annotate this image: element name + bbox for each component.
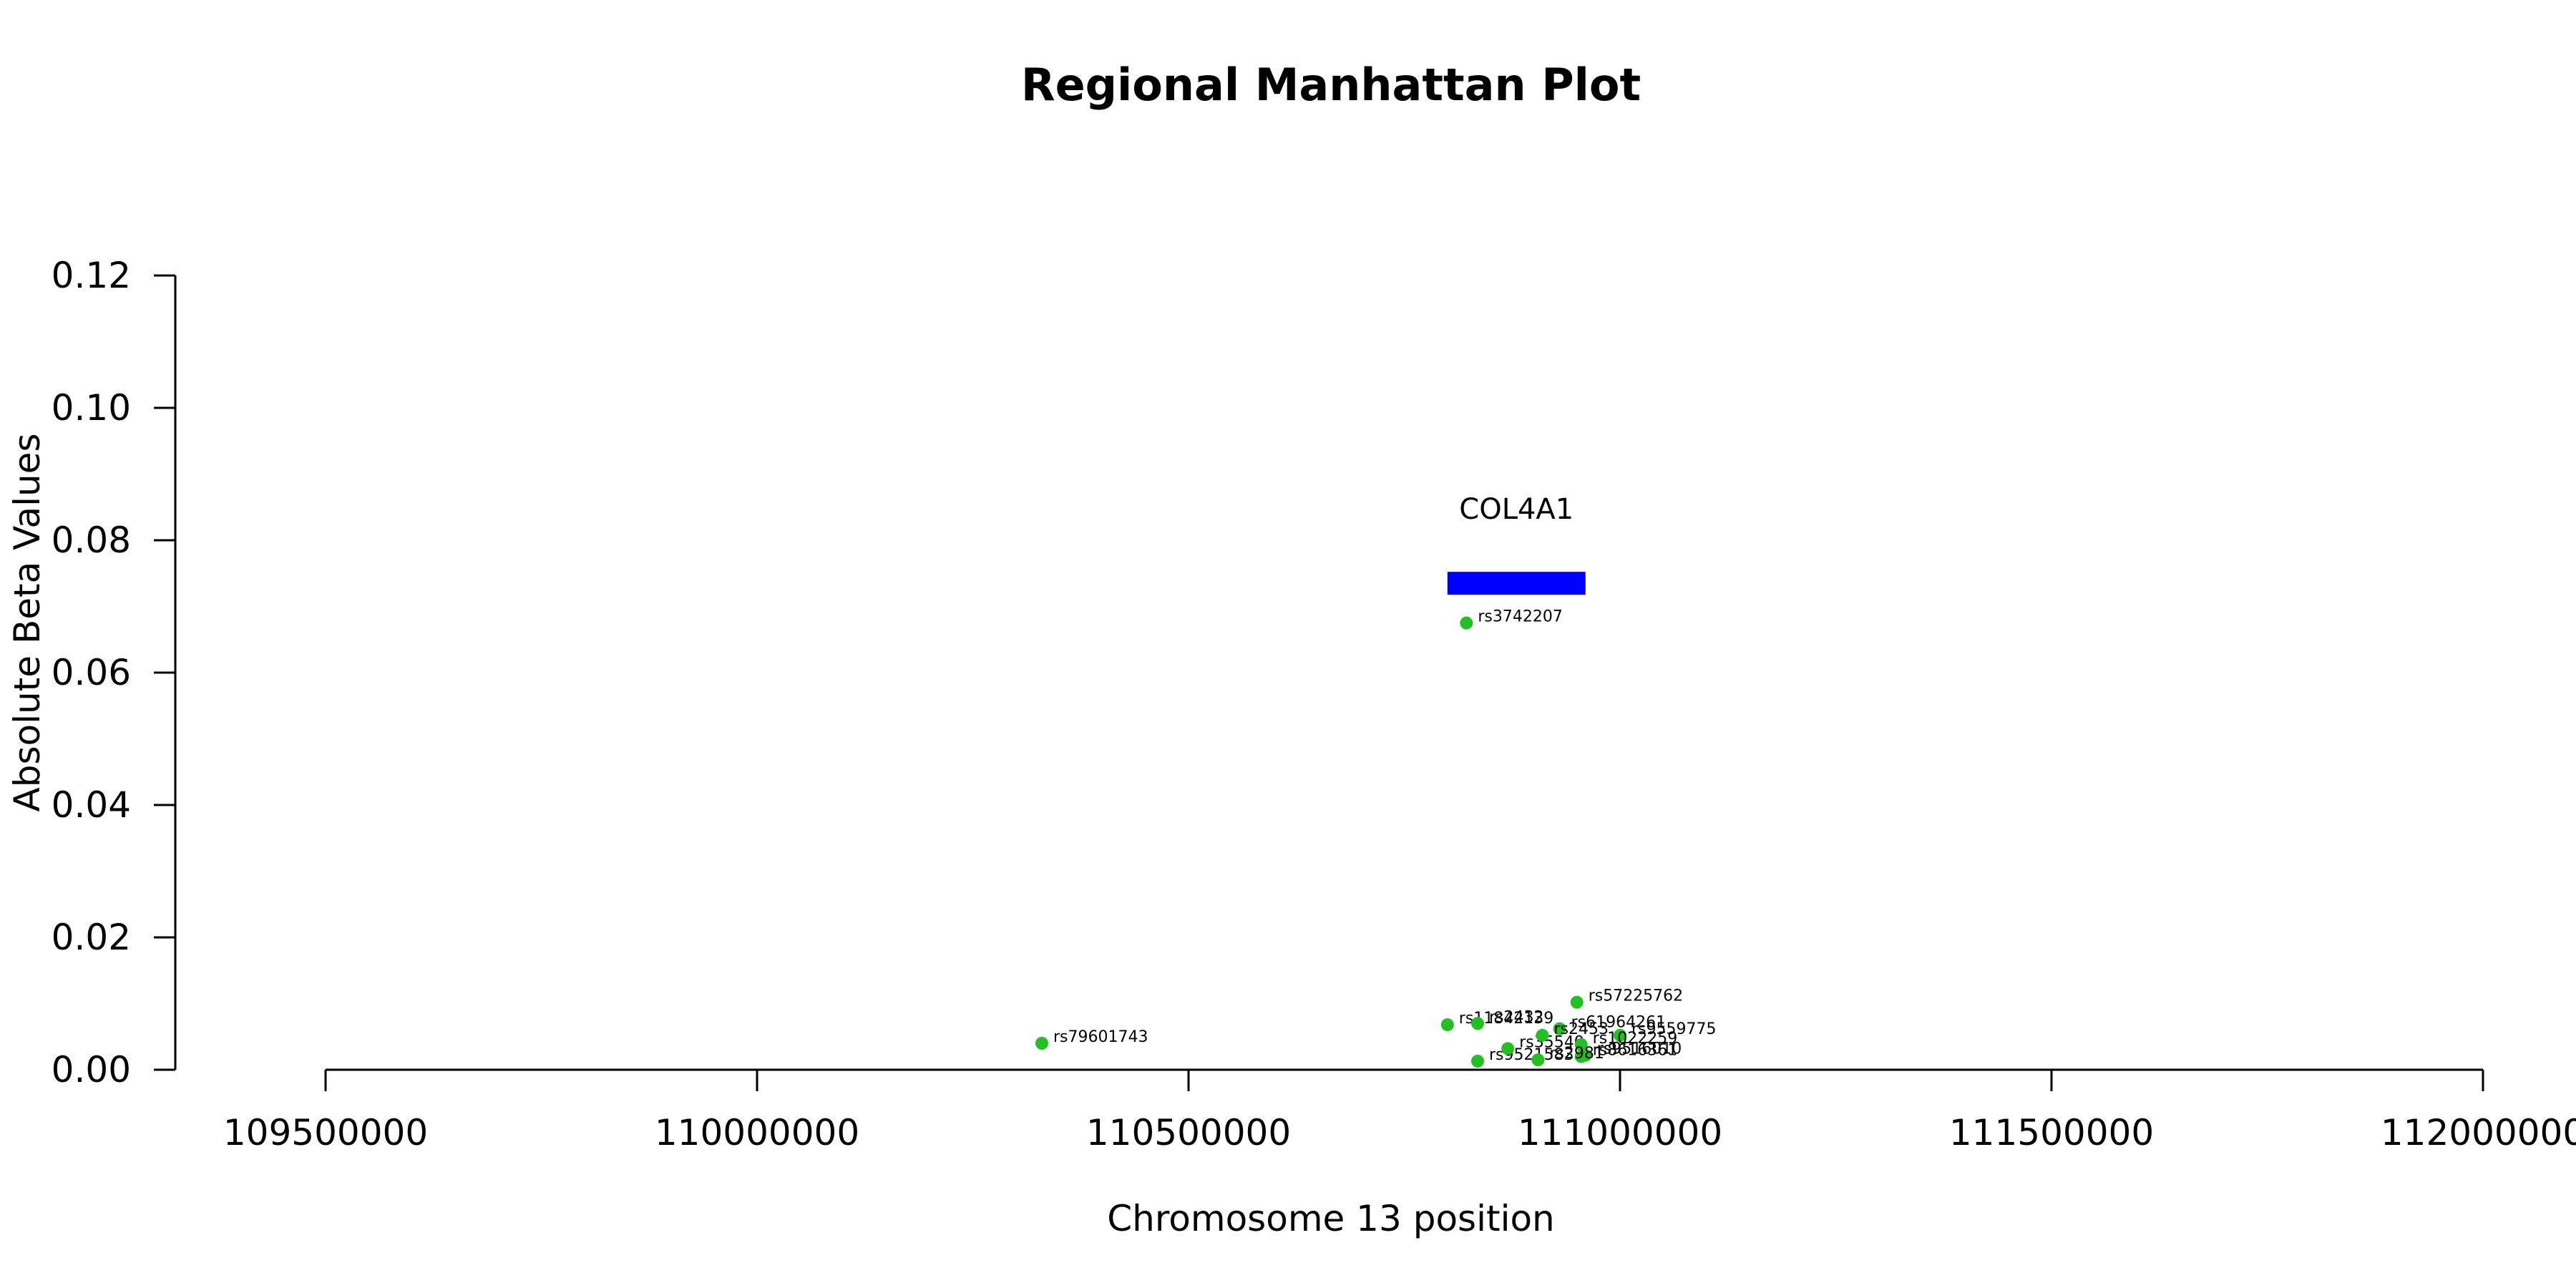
snp-label: rs9516010 (1597, 1040, 1682, 1058)
y-tick-label: 0.04 (52, 784, 131, 826)
x-tick-label: 109500000 (223, 1112, 428, 1153)
gene-bar (1447, 572, 1586, 595)
snp-label: rs35540 (1519, 1033, 1584, 1051)
snp-point (1531, 1053, 1545, 1067)
snp-point (1570, 995, 1584, 1009)
snp-label: rs1022259 (1593, 1030, 1678, 1048)
snp-label: rs2432 (1489, 1008, 1544, 1026)
x-tick-label: 110000000 (655, 1112, 859, 1153)
snp-point (1440, 1018, 1454, 1032)
y-tick-label: 0.06 (52, 652, 131, 693)
y-axis: 0.00 0.02 0.04 0.06 0.08 0.10 0.12 (52, 255, 177, 1091)
x-axis: 109500000 110000000 110500000 111000000 1115… (223, 1068, 2576, 1153)
x-tick-label: 110500000 (1086, 1112, 1291, 1153)
snp-label: rs8616361 (1593, 1042, 1678, 1060)
snp-point (1471, 1054, 1485, 1068)
snp-label: rs61964261 (1571, 1014, 1666, 1032)
y-tick-label: 0.10 (52, 387, 131, 429)
x-tick-label: 112000000 (2381, 1112, 2576, 1153)
snp-label: rs9559775 (1631, 1020, 1717, 1038)
y-tick-label: 0.02 (52, 917, 131, 958)
snp-point (1471, 1017, 1485, 1030)
snp-point (1536, 1028, 1549, 1042)
x-tick-label: 111500000 (1949, 1112, 2154, 1153)
y-tick-label: 0.00 (52, 1049, 131, 1091)
snp-label: rs2453 (1553, 1020, 1609, 1038)
snp-label: rs79601743 (1053, 1028, 1148, 1046)
snp-point (1501, 1042, 1515, 1055)
snp-points: rs79601743rs3742207rs11842139rs2432rs952… (1035, 608, 1717, 1068)
snp-point (1035, 1037, 1048, 1050)
x-tick-label: 111000000 (1518, 1112, 1722, 1153)
y-tick-label: 0.08 (52, 519, 131, 561)
snp-point (1614, 1028, 1626, 1042)
y-axis-label: Absolute Beta Values (6, 434, 48, 812)
x-axis-label: Chromosome 13 position (1107, 1198, 1555, 1239)
snp-point (1553, 1022, 1566, 1035)
snp-point (1574, 1050, 1588, 1063)
snp-label: rs2981 (1549, 1045, 1604, 1063)
snp-label: rs3742207 (1478, 608, 1563, 626)
snp-label: rs57225762 (1589, 987, 1683, 1005)
gene-label: COL4A1 (1459, 493, 1574, 526)
y-tick-label: 0.12 (52, 255, 131, 296)
chart-title: Regional Manhattan Plot (1021, 59, 1641, 111)
snp-point (1574, 1038, 1588, 1051)
gene-track: COL4A1 (1447, 493, 1586, 595)
snp-point (1460, 616, 1473, 630)
